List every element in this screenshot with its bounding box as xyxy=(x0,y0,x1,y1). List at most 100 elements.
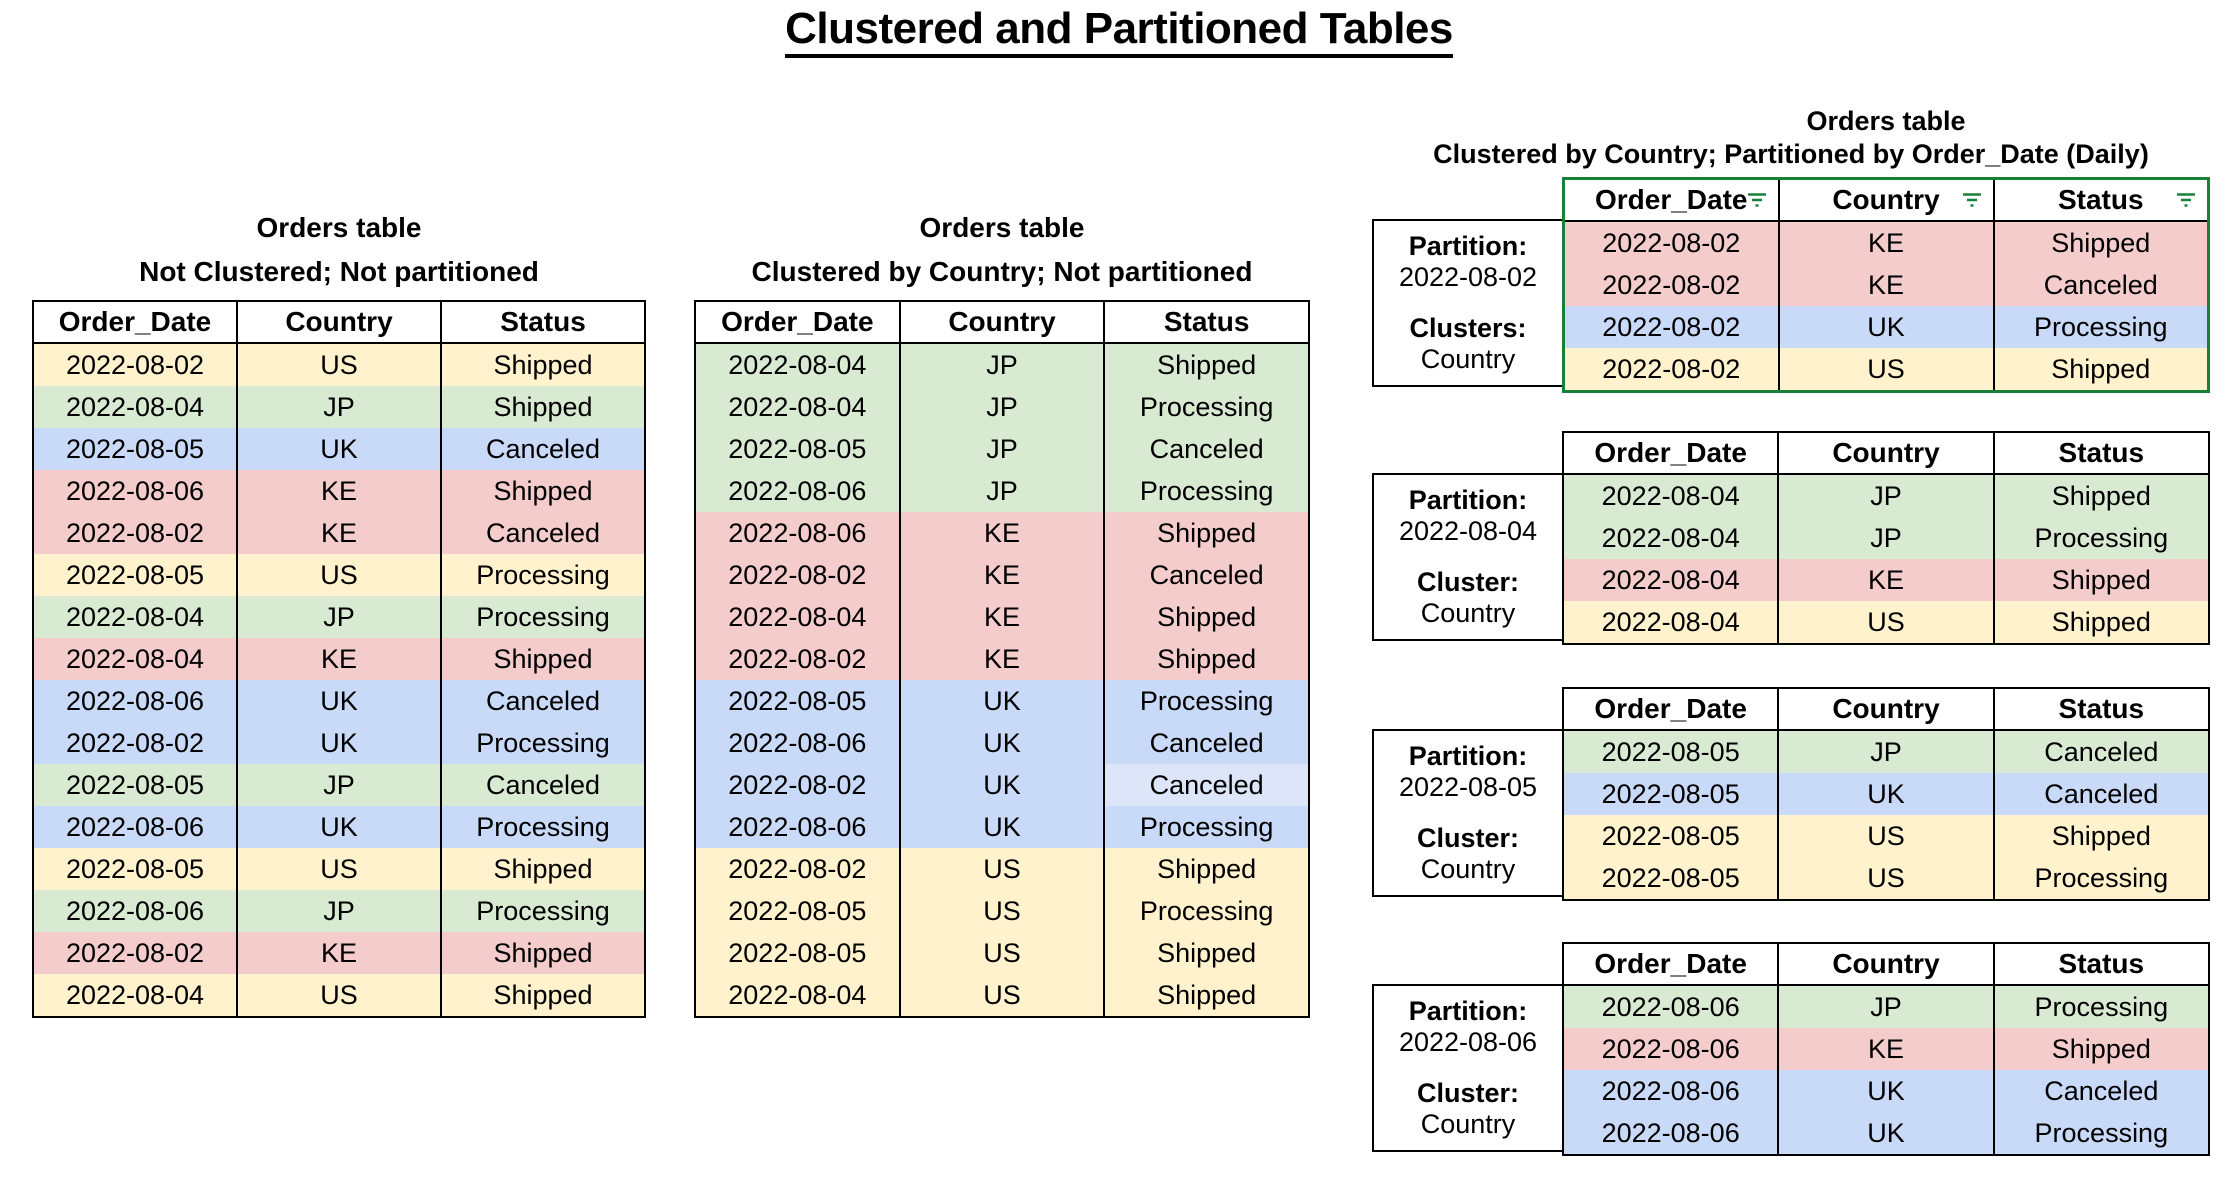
cell-country: KE xyxy=(236,638,442,680)
cluster-value: Country xyxy=(1420,1109,1516,1139)
partition-table-wrap: Order_Date Country Status 2022-08-06 JP Proce… xyxy=(1561,942,2211,1156)
table-row: 2022-08-05 US Processing xyxy=(1561,857,2211,900)
cell-order_date: 2022-08-02 xyxy=(694,554,901,596)
cell-country: KE xyxy=(1777,264,1995,306)
table-row: 2022-08-06 UK Processing xyxy=(32,806,646,848)
table-row: 2022-08-04 JP Shipped xyxy=(32,386,646,428)
table-row: 2022-08-04 US Shipped xyxy=(1561,601,2211,644)
table-row: 2022-08-02 UK Processing xyxy=(32,722,646,764)
cell-status: Processing xyxy=(1103,890,1310,932)
cell-status: Shipped xyxy=(1992,1028,2211,1070)
cluster-label: Clusters: xyxy=(1409,313,1527,343)
table-row: 2022-08-05 US Shipped xyxy=(1561,815,2211,857)
column-header-status: Status xyxy=(1992,942,2211,986)
table-row: 2022-08-02 KE Shipped xyxy=(32,932,646,974)
table-title: Orders table xyxy=(1806,106,1966,136)
column-header-order_date: Order_Date xyxy=(32,300,238,344)
table-row: 2022-08-06 JP Processing xyxy=(694,470,1310,512)
table-row: 2022-08-05 JP Canceled xyxy=(1561,730,2211,773)
table-row: 2022-08-05 JP Canceled xyxy=(32,764,646,806)
table-row: 2022-08-04 JP Shipped xyxy=(694,343,1310,386)
column-header-order_date: Order_Date xyxy=(1561,431,1780,475)
cell-order_date: 2022-08-02 xyxy=(32,932,238,974)
cell-order_date: 2022-08-06 xyxy=(694,722,901,764)
cell-status: Shipped xyxy=(440,974,646,1017)
table-subtitle: Clustered by Country; Partitioned by Ord… xyxy=(1433,139,2149,169)
table-section-not-clustered: Orders table Not Clustered; Not partitio… xyxy=(32,212,646,1018)
cell-status: Shipped xyxy=(1992,221,2210,264)
table-row: 2022-08-02 UK Canceled xyxy=(694,764,1310,806)
orders-table-clustered: Order_Date Country Status 2022-08-04 JP Shipp… xyxy=(694,300,1310,1018)
cell-order_date: 2022-08-04 xyxy=(694,596,901,638)
partition-label-box: Partition: 2022-08-06 Cluster: Country xyxy=(1372,984,1562,1152)
partition-table-2022-08-02: Order_Date Country Status 2022-08-02 KE Shipp… xyxy=(1562,177,2210,393)
cluster-label: Cluster: xyxy=(1416,567,1519,597)
cell-status: Canceled xyxy=(1992,773,2211,815)
table-row: 2022-08-05 JP Canceled xyxy=(694,428,1310,470)
cell-order_date: 2022-08-02 xyxy=(1562,264,1780,306)
cell-status: Processing xyxy=(1103,386,1310,428)
cell-order_date: 2022-08-06 xyxy=(32,680,238,722)
cell-order_date: 2022-08-05 xyxy=(1561,815,1780,857)
table-row: 2022-08-05 US Shipped xyxy=(32,848,646,890)
cell-status: Canceled xyxy=(1992,1070,2211,1112)
cell-country: UK xyxy=(1777,1070,1995,1112)
cell-country: JP xyxy=(236,764,442,806)
table-row: 2022-08-02 KE Shipped xyxy=(1562,221,2210,264)
filter-icon xyxy=(2177,193,2195,207)
cell-order_date: 2022-08-02 xyxy=(32,512,238,554)
cell-country: JP xyxy=(898,386,1106,428)
orders-table-not-clustered: Order_Date Country Status 2022-08-02 US Shipp… xyxy=(32,300,646,1018)
cell-country: US xyxy=(1777,857,1995,900)
table-row: 2022-08-05 US Processing xyxy=(32,554,646,596)
cell-order_date: 2022-08-02 xyxy=(1562,348,1780,392)
cell-order_date: 2022-08-05 xyxy=(1561,730,1780,773)
column-header-country: Country xyxy=(1777,431,1995,475)
column-header-label: Status xyxy=(1163,306,1250,337)
cell-country: UK xyxy=(1777,773,1995,815)
column-header-label: Order_Date xyxy=(58,306,212,337)
partition-table-2022-08-06: Order_Date Country Status 2022-08-06 JP Proce… xyxy=(1561,942,2211,1156)
partition-label: Partition: xyxy=(1408,231,1528,261)
partition-label-box: Partition: 2022-08-04 Cluster: Country xyxy=(1372,473,1562,641)
column-header-order_date: Order_Date xyxy=(1562,177,1780,222)
cell-country: JP xyxy=(236,890,442,932)
cell-country: UK xyxy=(1777,1112,1995,1155)
cluster-value: Country xyxy=(1420,854,1516,884)
cell-order_date: 2022-08-04 xyxy=(1561,601,1780,644)
column-header-label: Country xyxy=(1832,437,1940,468)
cell-order_date: 2022-08-04 xyxy=(32,386,238,428)
cell-order_date: 2022-08-06 xyxy=(1561,1070,1780,1112)
cell-status: Shipped xyxy=(1992,348,2210,392)
cell-status: Canceled xyxy=(440,764,646,806)
cell-order_date: 2022-08-02 xyxy=(1562,221,1780,264)
table-row: 2022-08-06 JP Processing xyxy=(32,890,646,932)
cell-order_date: 2022-08-06 xyxy=(1561,1112,1780,1155)
cell-status: Canceled xyxy=(1992,730,2211,773)
cell-country: US xyxy=(236,974,442,1017)
cell-order_date: 2022-08-05 xyxy=(694,932,901,974)
cell-country: US xyxy=(236,554,442,596)
cell-country: KE xyxy=(1777,221,1995,264)
partition-table-wrap: Order_Date Country Status 2022-08-05 JP Cance… xyxy=(1561,687,2211,901)
cell-order_date: 2022-08-04 xyxy=(694,343,901,386)
column-header-label: Order_Date xyxy=(1594,184,1748,215)
header-row: Order_Date Country Status xyxy=(1562,177,2210,222)
cluster-value: Country xyxy=(1420,598,1516,628)
partition-label-box: Partition: 2022-08-05 Cluster: Country xyxy=(1372,729,1562,897)
partition-block-2022-08-05: Partition: 2022-08-05 Cluster: Country O… xyxy=(1372,687,2211,901)
cell-country: UK xyxy=(898,764,1106,806)
cell-order_date: 2022-08-02 xyxy=(32,343,238,386)
partition-table-wrap: Order_Date Country Status 2022-08-04 JP Shipp… xyxy=(1561,431,2211,645)
table-row: 2022-08-04 US Shipped xyxy=(32,974,646,1017)
cell-order_date: 2022-08-06 xyxy=(694,512,901,554)
cell-order_date: 2022-08-05 xyxy=(32,554,238,596)
header-row: Order_Date Country Status xyxy=(1561,942,2211,986)
cell-status: Shipped xyxy=(440,470,646,512)
column-header-label: Country xyxy=(1832,184,1940,215)
cell-order_date: 2022-08-06 xyxy=(1561,985,1780,1028)
cell-status: Processing xyxy=(1992,985,2211,1028)
column-header-status: Status xyxy=(440,300,646,344)
cell-country: KE xyxy=(236,512,442,554)
